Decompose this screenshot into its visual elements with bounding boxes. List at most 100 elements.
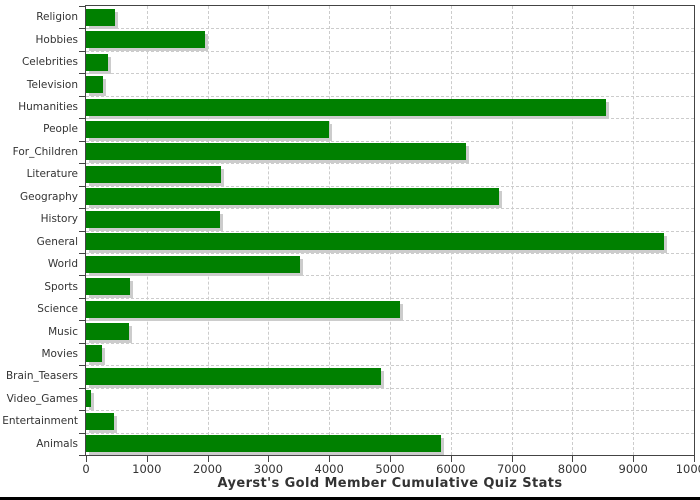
bar-music bbox=[86, 323, 129, 341]
x-axis-tick bbox=[329, 456, 331, 462]
bar-hobbies bbox=[86, 31, 205, 49]
h-gridline bbox=[86, 432, 694, 434]
x-axis-tick bbox=[694, 456, 695, 462]
y-label-geography: Geography bbox=[20, 190, 78, 203]
y-label-science: Science bbox=[37, 303, 78, 316]
y-label-celebrities: Celebrities bbox=[21, 56, 78, 69]
y-label-people: People bbox=[43, 123, 78, 136]
y-axis-tick bbox=[79, 387, 85, 389]
x-axis-tick bbox=[146, 456, 148, 462]
h-gridline bbox=[86, 230, 694, 232]
bar-celebrities bbox=[86, 53, 109, 71]
x-tick-label: 2000 bbox=[192, 462, 223, 476]
bar-science bbox=[86, 300, 400, 318]
y-label-video-games: Video_Games bbox=[6, 392, 78, 405]
h-gridline bbox=[86, 342, 694, 344]
y-label-music: Music bbox=[48, 325, 78, 338]
h-gridline bbox=[86, 50, 694, 52]
y-axis-tick bbox=[79, 252, 85, 254]
h-gridline bbox=[86, 297, 694, 299]
y-label-humanities: Humanities bbox=[18, 101, 78, 114]
x-tick-label: 4000 bbox=[314, 462, 344, 476]
y-label-movies: Movies bbox=[41, 347, 78, 360]
x-axis-tick bbox=[450, 456, 452, 462]
x-axis-tick bbox=[511, 456, 513, 462]
y-axis-tick bbox=[79, 185, 85, 187]
bar-world bbox=[86, 255, 301, 273]
y-axis-tick bbox=[79, 50, 85, 52]
h-gridline bbox=[86, 387, 694, 389]
y-label-sports: Sports bbox=[44, 280, 78, 293]
y-label-animals: Animals bbox=[36, 437, 78, 450]
x-tick-label: 3000 bbox=[253, 462, 284, 476]
y-axis-tick bbox=[79, 163, 85, 165]
y-axis-tick bbox=[79, 6, 85, 7]
h-gridline bbox=[86, 140, 694, 142]
x-tick-label: 1000 bbox=[132, 462, 162, 476]
y-axis-tick bbox=[79, 432, 85, 434]
y-axis-tick bbox=[79, 28, 85, 30]
h-gridline bbox=[86, 208, 694, 210]
bar-humanities bbox=[86, 98, 607, 116]
bar-religion bbox=[86, 8, 115, 26]
bar-literature bbox=[86, 165, 221, 183]
bar-television bbox=[86, 76, 104, 94]
y-label-hobbies: Hobbies bbox=[35, 33, 79, 46]
h-gridline bbox=[86, 275, 694, 277]
h-gridline bbox=[86, 118, 694, 120]
bar-video-games bbox=[86, 390, 91, 408]
y-label-entertainment: Entertainment bbox=[2, 415, 78, 428]
y-label-television: Television bbox=[26, 78, 78, 91]
y-axis-tick bbox=[79, 208, 85, 210]
x-tick-label: 5000 bbox=[375, 462, 405, 476]
bar-animals bbox=[86, 435, 442, 453]
x-tick-label: 9000 bbox=[618, 462, 648, 476]
y-axis-tick bbox=[79, 320, 85, 322]
bar-brain-teasers bbox=[86, 367, 381, 385]
y-axis-tick bbox=[79, 95, 85, 97]
y-label-literature: Literature bbox=[26, 168, 78, 181]
bar-entertainment bbox=[86, 412, 114, 430]
y-axis-tick bbox=[79, 410, 85, 412]
x-tick-label: 7000 bbox=[496, 462, 527, 476]
y-label-brain-teasers: Brain_Teasers bbox=[5, 370, 78, 383]
plot-area bbox=[85, 5, 695, 456]
x-axis-tick bbox=[572, 456, 574, 462]
x-axis-tick bbox=[207, 456, 209, 462]
bar-sports bbox=[86, 278, 130, 296]
x-tick-label: 10000 bbox=[675, 462, 700, 476]
y-axis-tick bbox=[79, 275, 85, 277]
x-tick-label: 0 bbox=[82, 462, 90, 476]
y-axis-tick bbox=[79, 73, 85, 75]
x-axis-tick bbox=[268, 456, 270, 462]
y-axis-tick bbox=[79, 297, 85, 299]
bar-general bbox=[86, 233, 665, 251]
x-tick-label: 6000 bbox=[436, 462, 466, 476]
y-label-general: General bbox=[36, 235, 78, 248]
y-axis-tick bbox=[79, 365, 85, 367]
bar-people bbox=[86, 120, 329, 138]
y-axis-tick bbox=[79, 230, 85, 232]
h-gridline bbox=[86, 185, 694, 187]
chart-title: Ayerst's Gold Member Cumulative Quiz Sta… bbox=[217, 476, 563, 491]
h-gridline bbox=[86, 252, 694, 254]
y-label-religion: Religion bbox=[36, 11, 78, 24]
h-gridline bbox=[86, 73, 694, 75]
x-tick-label: 8000 bbox=[557, 462, 588, 476]
y-axis-tick bbox=[79, 342, 85, 344]
h-gridline bbox=[86, 410, 694, 412]
y-label-history: History bbox=[40, 213, 78, 226]
h-gridline bbox=[86, 95, 694, 97]
y-label-for-children: For_Children bbox=[12, 145, 78, 158]
y-axis-tick bbox=[79, 140, 85, 142]
bar-geography bbox=[86, 188, 499, 206]
bar-movies bbox=[86, 345, 102, 363]
y-label-world: World bbox=[47, 258, 78, 271]
x-axis-tick bbox=[390, 456, 391, 462]
h-gridline bbox=[86, 320, 694, 322]
x-axis-tick bbox=[633, 456, 635, 462]
y-axis-tick bbox=[79, 455, 85, 456]
h-gridline bbox=[86, 163, 694, 165]
y-axis-tick bbox=[79, 118, 85, 120]
